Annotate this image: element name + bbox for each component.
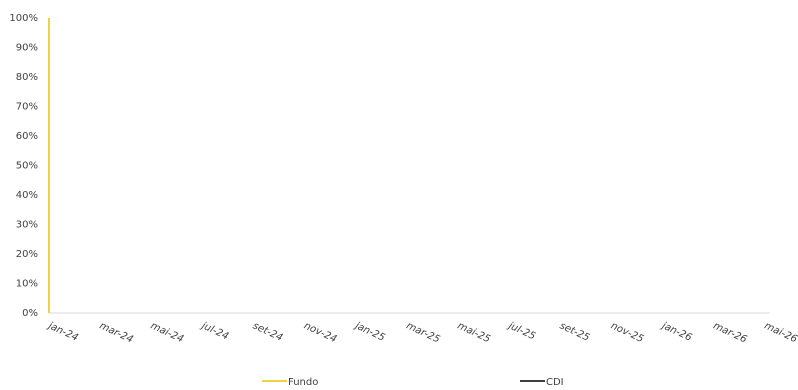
x-tick-label: nov-24	[302, 320, 338, 345]
y-tick-label: 50%	[16, 161, 38, 172]
y-tick-label: 30%	[16, 220, 38, 231]
y-tick-label: 100%	[9, 13, 38, 24]
y-tick-label: 0%	[22, 308, 38, 319]
x-tick-label: mai-25	[456, 320, 492, 345]
y-tick-label: 40%	[16, 190, 38, 201]
x-tick-label: nov-25	[609, 320, 645, 345]
legend-label: CDI	[546, 377, 564, 388]
x-tick-label: jul-24	[198, 320, 230, 343]
y-tick-label: 70%	[16, 102, 38, 113]
x-tick-label: mar-26	[711, 320, 748, 345]
x-tick-label: mar-25	[404, 320, 441, 345]
x-tick-label: jan-25	[352, 320, 387, 344]
y-tick-label: 20%	[16, 249, 38, 260]
x-tick-label: mai-26	[762, 320, 798, 345]
y-tick-label: 90%	[16, 43, 38, 54]
x-tick-label: set-24	[251, 320, 284, 343]
y-tick-label: 60%	[16, 131, 38, 142]
x-tick-label: set-25	[558, 320, 591, 343]
x-tick-label: mar-24	[98, 320, 135, 345]
x-tick-label: jul-25	[505, 320, 537, 343]
x-tick-label: mai-24	[149, 320, 185, 345]
legend-label: Fundo	[288, 377, 318, 388]
y-tick-label: 80%	[16, 72, 38, 83]
x-tick-label: jan-26	[658, 320, 693, 344]
y-tick-label: 10%	[16, 279, 38, 290]
x-tick-label: jan-24	[45, 320, 80, 344]
